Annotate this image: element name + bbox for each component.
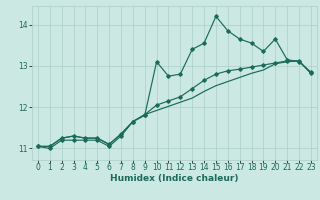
X-axis label: Humidex (Indice chaleur): Humidex (Indice chaleur) xyxy=(110,174,239,183)
